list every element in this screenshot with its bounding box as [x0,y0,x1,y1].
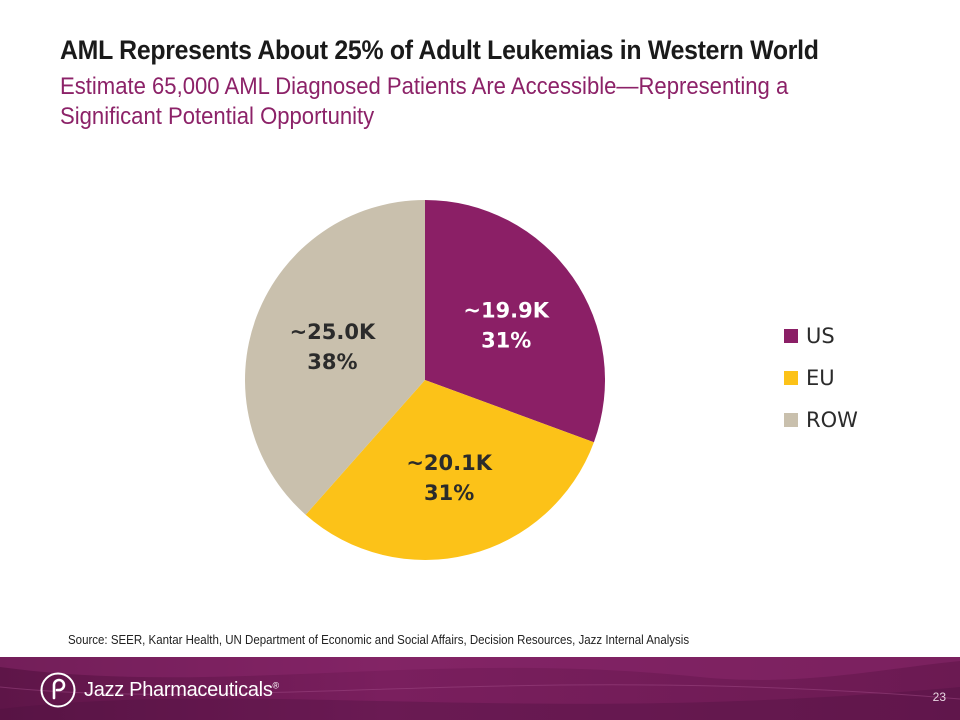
slide-subtitle: Estimate 65,000 AML Diagnosed Patients A… [60,73,789,130]
legend-label-us: US [806,324,835,348]
page-number: 23 [932,690,946,704]
chart-legend: US EU ROW [784,324,858,432]
pie-slice-row [245,200,425,515]
pie-slices [245,200,605,560]
slide-title: AML Represents About 25% of Adult Leukem… [60,35,819,65]
legend-swatch-us [784,329,798,343]
footer-bar: Jazz Pharmaceuticals® 23 [0,657,960,720]
legend-label-eu: EU [806,366,835,390]
slice-label-us-percent: 31% [481,328,531,352]
legend-label-row: ROW [806,408,858,432]
legend-swatch-row [784,413,798,427]
slice-label-eu-percent: 31% [424,481,474,505]
source-note: Source: SEER, Kantar Health, UN Departme… [68,633,690,647]
slice-label-us-value: ~19.9K [463,298,549,322]
pie-chart: ~19.9K 31% ~20.1K 31% ~25.0K 38% US EU ROW [245,200,858,560]
company-name: Jazz Pharmaceuticals® [84,679,279,701]
pie-slice-eu [305,380,594,560]
slice-label-row-value: ~25.0K [290,320,376,344]
jazz-logo-icon [40,672,76,708]
slice-label-eu-value: ~20.1K [406,451,492,475]
slice-label-row-percent: 38% [307,350,357,374]
pie-slice-us [425,200,605,443]
pie-labels: ~19.9K 31% ~20.1K 31% ~25.0K 38% [290,298,550,505]
footer-swoosh-decoration [0,657,960,720]
legend-swatch-eu [784,371,798,385]
